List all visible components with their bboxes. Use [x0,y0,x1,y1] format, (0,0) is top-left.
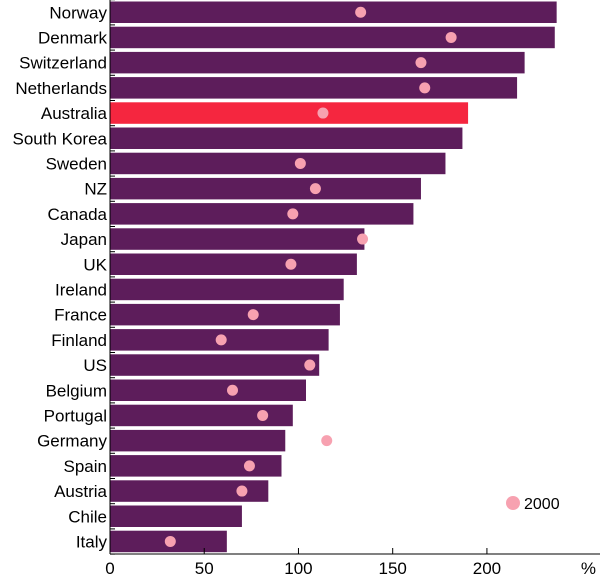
bar-denmark [110,26,555,49]
x-tick-label: 50 [195,559,214,577]
bar-sweden [110,152,446,175]
bar-norway [110,1,557,23]
marker-2000-norway [355,6,367,18]
marker-2000-netherlands [419,82,431,94]
bar-belgium [110,379,306,401]
category-label: Canada [47,205,107,224]
bar-australia [110,102,469,124]
category-label: Australia [41,104,108,123]
marker-2000-australia [317,107,329,119]
marker-2000-italy [164,535,176,547]
marker-2000-japan [357,233,369,245]
marker-2000-canada [287,208,299,220]
category-label: UK [83,255,107,274]
category-label: Denmark [38,28,107,47]
bar-netherlands [110,77,518,99]
marker-2000-spain [243,460,255,472]
x-tick-label: 100 [284,559,312,577]
marker-2000-sweden [294,157,306,169]
bar-uk [110,253,357,275]
category-labels: Norway Denmark Switzerland Netherlands Austr… [12,3,107,551]
bar-south-korea [110,127,463,149]
markers-2000 [164,6,457,547]
bar-ireland [110,278,344,301]
category-label: NZ [84,180,107,199]
marker-2000-switzerland [415,57,427,69]
legend: 2000 [506,496,560,513]
bar-canada [110,203,414,225]
bar-switzerland [110,51,525,74]
bars [110,1,557,553]
marker-2000-finland [215,334,227,346]
legend-marker-icon [506,496,520,510]
axes: 0 50 100 150 200% [105,0,600,578]
marker-2000-denmark [445,31,457,43]
marker-2000-nz [309,183,321,195]
marker-2000-us [304,359,316,371]
category-label: South Korea [12,129,107,148]
category-label: Austria [54,482,107,501]
bar-germany [110,429,286,452]
category-label: France [54,306,107,325]
bar-us [110,354,320,376]
category-label: Chile [68,507,107,526]
bar-nz [110,177,421,200]
bar-spain [110,455,282,477]
x-tick-label: 150 [379,559,407,577]
category-label: Sweden [46,154,107,173]
category-label: Finland [51,331,107,350]
marker-2000-portugal [257,409,269,421]
bar-france [110,303,340,326]
x-tick-label: 0 [105,559,114,577]
category-label: Netherlands [15,79,107,98]
category-label: Spain [64,457,107,476]
marker-2000-uk [285,258,297,270]
bar-austria [110,480,269,502]
x-tick-label: 200 [473,559,501,577]
category-label: Norway [49,3,107,22]
bar-japan [110,228,365,250]
marker-2000-germany [321,435,333,447]
category-label: Switzerland [19,54,107,73]
bar-portugal [110,404,293,427]
marker-2000-austria [236,485,248,497]
category-label: Germany [37,432,107,451]
category-label: Ireland [55,280,107,299]
bar-chile [110,505,242,527]
marker-2000-belgium [227,384,238,396]
x-unit-label: % [581,559,596,577]
legend-label: 2000 [524,496,560,513]
marker-2000-france [247,309,259,321]
category-label: Italy [76,532,108,551]
category-label: Belgium [46,381,107,400]
category-label: Portugal [44,406,107,425]
category-label: US [83,356,107,375]
category-label: Japan [61,230,107,249]
